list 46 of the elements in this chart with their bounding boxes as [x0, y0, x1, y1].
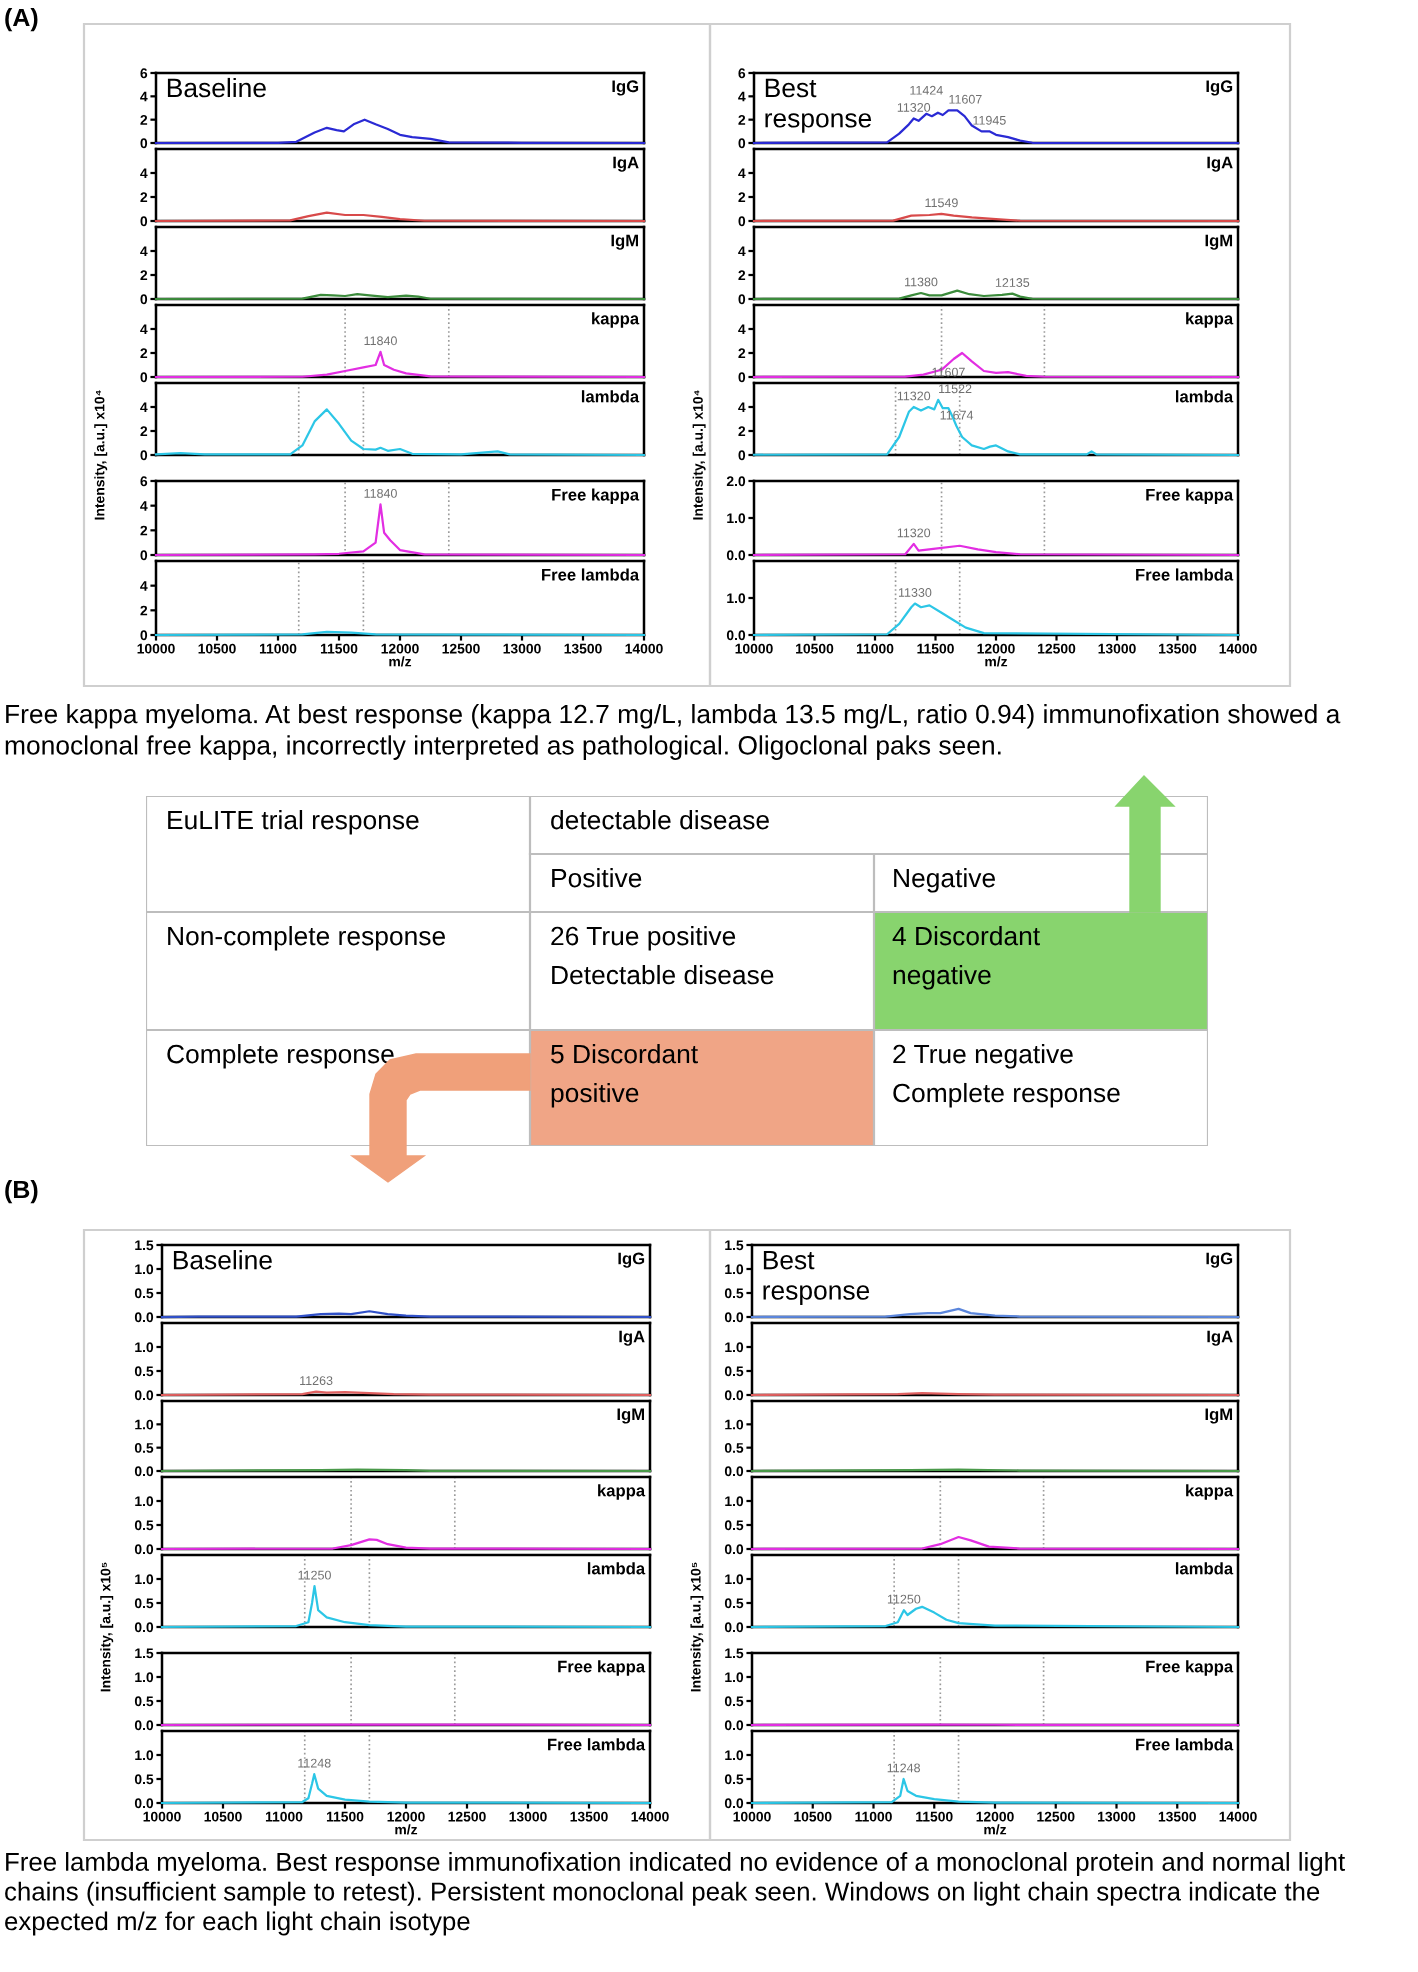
chart-title: IgA — [619, 1330, 645, 1346]
chart-title: Free lambda — [1136, 568, 1234, 581]
chart-title: kappa — [592, 312, 640, 328]
text: Free kappa myeloma. At best response (kappa 12.7 mg/L, lambda 13.5 mg/L, ratio 0.94) immunofixation showed a monoclonal free kappa, incorrectly interpreted as pathological. Oligoclonal paks seen. — [5, 704, 1341, 760]
annotation: Baseline — [167, 77, 266, 98]
chart-title: kappa — [1186, 1484, 1234, 1500]
chart-title: IgG — [1206, 1252, 1233, 1268]
chart-title: lambda — [581, 390, 640, 403]
chart-title: IgG — [618, 1252, 645, 1268]
chart-title: Free kappa — [558, 1660, 646, 1676]
text: Positive — [552, 868, 642, 888]
chart-title: IgG — [1206, 80, 1233, 96]
annotation: Best response — [765, 78, 872, 133]
chart-title: Free kappa — [1146, 488, 1234, 504]
chart-title: IgM — [611, 234, 639, 250]
chart-title: Free kappa — [1146, 1660, 1234, 1676]
text: 5 Discordant positive — [551, 1044, 698, 1108]
annotation: Baseline — [173, 1250, 272, 1270]
text: Complete response — [167, 1044, 394, 1069]
chart-title: Free kappa — [552, 488, 640, 504]
chart-title: IgA — [613, 156, 639, 172]
chart-title: lambda — [1175, 390, 1234, 403]
text: Non-complete response — [168, 926, 445, 951]
annotation: Best response — [763, 1251, 870, 1305]
text: 26 True positive Detectable disease — [551, 926, 774, 985]
text: 4 Discordant negative — [892, 926, 1040, 990]
chart-title: IgM — [1205, 1408, 1233, 1424]
chart-title: IgA — [1207, 1330, 1233, 1346]
chart-title: Free lambda — [1136, 1738, 1234, 1751]
chart-title: lambda — [587, 1562, 646, 1575]
text: EuLITE trial response — [168, 810, 419, 835]
text: (A) — [5, 8, 38, 32]
chart-title: IgM — [617, 1408, 645, 1424]
text: (B) — [5, 1180, 38, 1204]
chart-title: Free lambda — [542, 568, 640, 581]
text: Negative — [894, 868, 995, 893]
chart-title: Free lambda — [548, 1738, 646, 1751]
chart-title: lambda — [1175, 1562, 1234, 1575]
chart-title: kappa — [598, 1484, 646, 1500]
text: detectable disease — [551, 810, 769, 830]
chart-title: kappa — [1186, 312, 1234, 328]
chart-title: IgA — [1207, 156, 1233, 172]
chart-title: IgM — [1205, 234, 1233, 250]
text: Free lambda myeloma. Best response immunofixation indicated no evidence of a monoclonal protein and normal light chains (insufficient sample to retest). Persistent monoclonal peak seen. Windows on light chain spectra indicate the expected m/z for each light chain isotype — [5, 1852, 1346, 1936]
text: 2 True negative Complete response — [893, 1044, 1120, 1108]
chart-title: IgG — [612, 80, 639, 96]
